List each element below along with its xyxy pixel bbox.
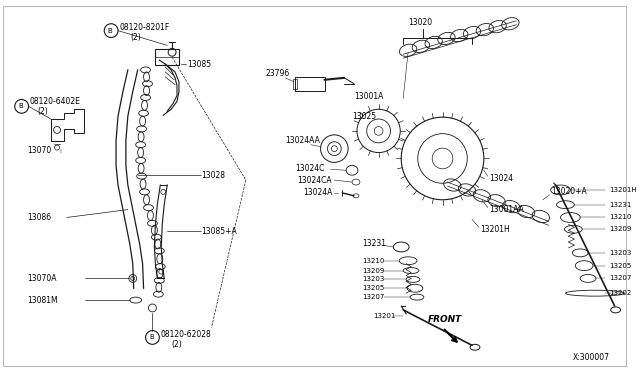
- Text: 13205: 13205: [610, 263, 632, 269]
- Text: 13024CA: 13024CA: [297, 176, 332, 185]
- Text: 08120-62028: 08120-62028: [160, 330, 211, 339]
- Bar: [293, 79, 297, 89]
- Text: (2): (2): [131, 33, 141, 42]
- Text: 13070: 13070: [28, 146, 52, 155]
- Text: 13001A: 13001A: [354, 92, 383, 101]
- Text: 08120-8201F: 08120-8201F: [120, 23, 170, 32]
- Text: 13024AA: 13024AA: [285, 136, 320, 145]
- Text: 13020: 13020: [408, 18, 432, 27]
- Text: 13086: 13086: [28, 213, 52, 222]
- Text: 13205: 13205: [362, 285, 384, 291]
- Text: 13231: 13231: [610, 202, 632, 208]
- Text: 13085: 13085: [187, 60, 211, 68]
- Text: 23796: 23796: [266, 70, 290, 78]
- Text: B: B: [108, 28, 113, 33]
- Text: 13024A: 13024A: [303, 188, 332, 198]
- Text: 13209: 13209: [362, 267, 384, 273]
- Text: 13209: 13209: [610, 226, 632, 232]
- Text: 13024: 13024: [489, 174, 513, 183]
- Text: 13025: 13025: [352, 112, 376, 121]
- Text: 13085+A: 13085+A: [202, 227, 237, 236]
- Text: 13001AA: 13001AA: [489, 205, 524, 214]
- Text: 13201H: 13201H: [610, 187, 637, 193]
- Text: B: B: [19, 103, 23, 109]
- Text: X:300007: X:300007: [573, 353, 610, 362]
- Text: 08120-6402E: 08120-6402E: [29, 97, 81, 106]
- Text: 13024C: 13024C: [295, 164, 324, 173]
- Text: 13028: 13028: [202, 171, 225, 180]
- Text: 13203: 13203: [610, 250, 632, 256]
- Bar: [156, 49, 179, 65]
- Text: 13210: 13210: [610, 215, 632, 221]
- Text: 13210: 13210: [362, 258, 384, 264]
- Bar: [295, 77, 324, 91]
- Text: 13203: 13203: [362, 276, 384, 282]
- Text: 13207: 13207: [362, 294, 384, 300]
- Text: 13231: 13231: [362, 238, 386, 247]
- Text: 13020+A: 13020+A: [550, 187, 586, 196]
- Text: (2): (2): [171, 340, 182, 349]
- Text: 13202: 13202: [610, 290, 632, 296]
- Text: 13070A: 13070A: [28, 274, 57, 283]
- Text: 13201H: 13201H: [480, 225, 509, 234]
- Text: 13081M: 13081M: [28, 296, 58, 305]
- Text: 13201: 13201: [374, 313, 396, 319]
- Text: FRONT: FRONT: [428, 315, 462, 324]
- Text: (2): (2): [37, 107, 48, 116]
- Text: B: B: [149, 334, 154, 340]
- Text: 13207: 13207: [610, 275, 632, 282]
